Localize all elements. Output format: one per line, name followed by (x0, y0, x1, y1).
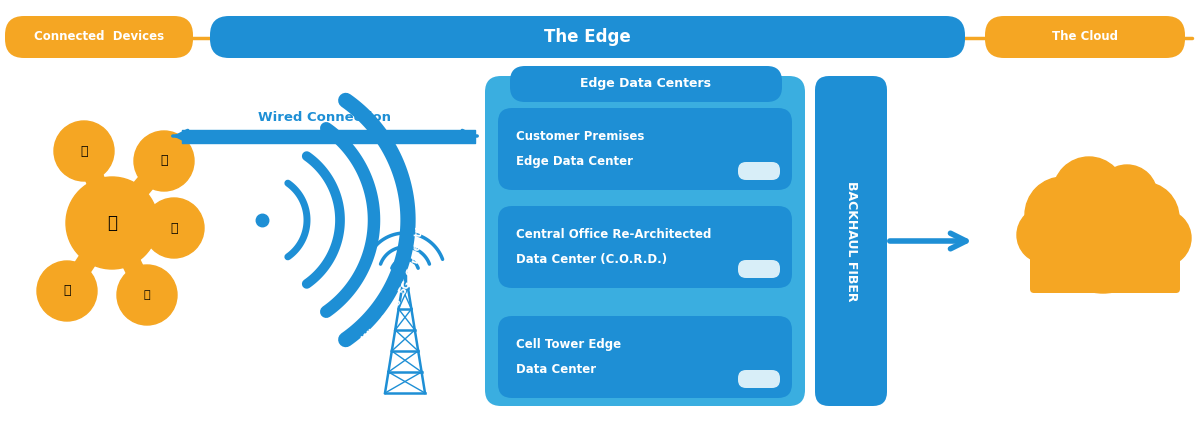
Text: Data Center (C.O.R.D.): Data Center (C.O.R.D.) (516, 253, 667, 266)
FancyBboxPatch shape (210, 16, 965, 58)
Text: 5: 5 (397, 285, 409, 296)
FancyBboxPatch shape (815, 76, 887, 406)
FancyBboxPatch shape (498, 206, 792, 288)
Circle shape (118, 265, 178, 325)
Text: 💡: 💡 (107, 214, 118, 232)
Text: G: G (400, 279, 413, 291)
Circle shape (1054, 157, 1126, 229)
Text: o: o (415, 218, 425, 224)
FancyBboxPatch shape (738, 370, 780, 388)
Circle shape (1025, 177, 1102, 253)
Text: e: e (376, 318, 388, 329)
FancyBboxPatch shape (485, 76, 805, 406)
Text: Cell Tower Edge: Cell Tower Edge (516, 338, 622, 351)
Text: i: i (367, 328, 377, 338)
FancyBboxPatch shape (5, 16, 193, 58)
FancyBboxPatch shape (510, 66, 782, 102)
Text: 🚛: 🚛 (64, 285, 71, 297)
Text: Customer Premises: Customer Premises (516, 130, 644, 143)
FancyBboxPatch shape (985, 16, 1186, 58)
Text: W: W (360, 330, 376, 345)
Text: Wired Connection: Wired Connection (258, 111, 391, 124)
Text: e: e (384, 307, 396, 319)
Text: Edge Data Center: Edge Data Center (516, 155, 634, 168)
Circle shape (1051, 189, 1154, 293)
Circle shape (1097, 165, 1157, 225)
FancyBboxPatch shape (498, 316, 792, 398)
FancyBboxPatch shape (738, 162, 780, 180)
Circle shape (37, 261, 97, 321)
Text: 🖥: 🖥 (80, 145, 88, 158)
Text: C: C (406, 268, 416, 278)
Text: 📷: 📷 (144, 290, 150, 300)
Text: t: t (414, 232, 425, 237)
Text: BACKHAUL FIBER: BACKHAUL FIBER (845, 181, 858, 301)
Text: r: r (372, 323, 383, 333)
FancyBboxPatch shape (738, 260, 780, 278)
Circle shape (54, 121, 114, 181)
Text: Data Center: Data Center (516, 363, 596, 376)
Text: The Edge: The Edge (544, 28, 631, 46)
Text: n: n (409, 256, 420, 265)
Text: Connected  Devices: Connected Devices (34, 30, 164, 44)
Text: n: n (410, 249, 422, 258)
Text: c: c (413, 237, 424, 244)
Text: Central Office Re-Architected: Central Office Re-Architected (516, 228, 712, 241)
Circle shape (144, 198, 204, 258)
Text: The Cloud: The Cloud (1052, 30, 1118, 44)
Text: e: e (412, 243, 424, 251)
Text: s: s (388, 303, 400, 313)
Text: 💳: 💳 (170, 222, 178, 235)
Circle shape (66, 177, 158, 269)
Text: i: i (415, 226, 425, 229)
Text: l: l (380, 314, 391, 323)
Text: o: o (407, 262, 419, 271)
Text: 📱: 📱 (161, 155, 168, 167)
Circle shape (134, 131, 194, 191)
Text: n: n (415, 211, 425, 218)
Circle shape (1108, 182, 1180, 254)
Circle shape (1135, 210, 1190, 266)
FancyBboxPatch shape (498, 108, 792, 190)
FancyBboxPatch shape (1030, 235, 1180, 293)
Circle shape (1018, 207, 1073, 263)
Text: Edge Data Centers: Edge Data Centers (581, 77, 712, 90)
Text: s: s (391, 297, 403, 307)
